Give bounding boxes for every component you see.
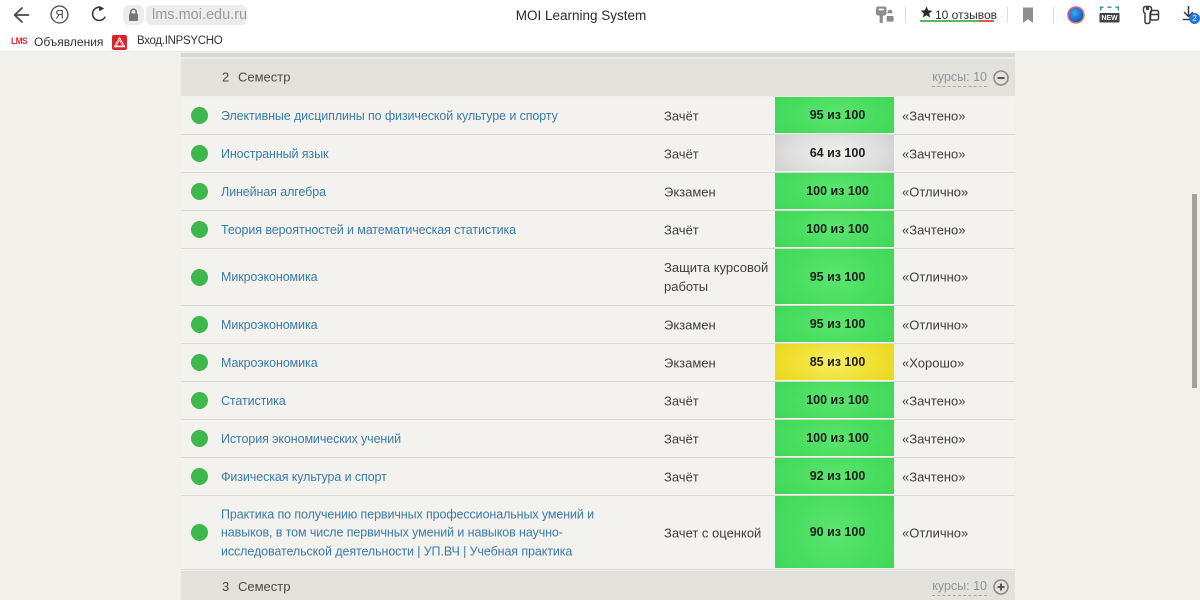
svg-text:Я: Я <box>55 10 63 22</box>
svg-text:NEW: NEW <box>1101 15 1118 22</box>
